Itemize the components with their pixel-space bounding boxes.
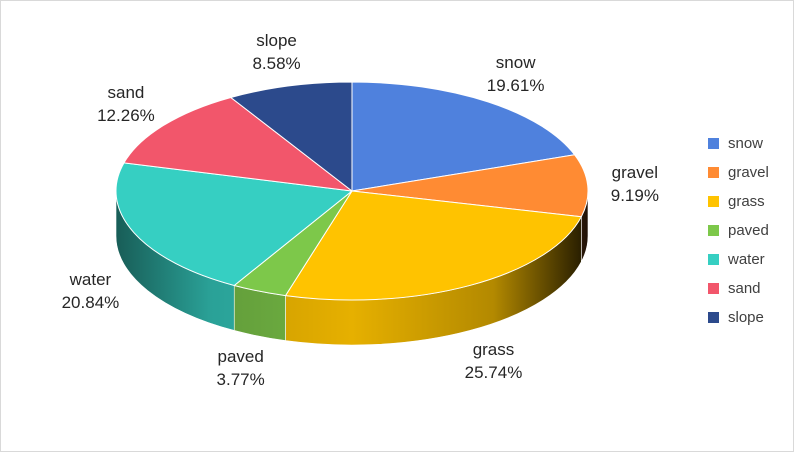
legend-label: grass	[728, 193, 765, 210]
legend-item-water: water	[708, 245, 769, 274]
legend-item-slope: slope	[708, 303, 769, 332]
data-label-category: water	[69, 270, 112, 290]
data-label-value: 19.61%	[486, 75, 545, 95]
legend-item-sand: sand	[708, 274, 769, 303]
data-label-value: 20.84%	[61, 293, 120, 313]
data-label-slope: slope 8.58%	[252, 29, 300, 75]
data-label-category: snow	[495, 52, 536, 72]
pie-slice-sand	[123, 96, 353, 192]
data-label-category: slope	[256, 31, 297, 51]
legend-swatch	[708, 254, 719, 265]
legend-item-snow: snow	[708, 129, 769, 158]
pie-slice-water	[115, 162, 353, 286]
legend-label: water	[728, 251, 765, 268]
data-label-sand: sand 12.26%	[97, 81, 155, 127]
legend-swatch	[708, 283, 719, 294]
data-label-category: sand	[107, 83, 145, 103]
data-label-value: 8.58%	[252, 54, 301, 74]
legend-label: gravel	[728, 164, 769, 181]
data-label-category: paved	[217, 347, 264, 367]
data-label-grass: grass 25.74%	[465, 338, 523, 384]
data-label-value: 12.26%	[97, 106, 155, 126]
legend-swatch	[708, 196, 719, 207]
legend-swatch	[708, 138, 719, 149]
pie-slice-grass	[285, 190, 582, 301]
data-label-paved: paved 3.77%	[217, 345, 265, 391]
data-label-value: 25.74%	[464, 362, 523, 382]
data-label-gravel: gravel 9.19%	[611, 161, 659, 207]
legend-label: snow	[728, 135, 764, 152]
legend-swatch	[708, 225, 719, 236]
data-label-snow: snow 19.61%	[487, 51, 545, 97]
legend-swatch	[708, 312, 719, 323]
pie-tops	[115, 81, 589, 301]
legend-item-gravel: gravel	[708, 158, 769, 187]
data-label-category: gravel	[611, 162, 658, 182]
pie-slice-gravel	[351, 154, 589, 218]
data-label-water: water 20.84%	[62, 268, 120, 314]
legend-label: slope	[728, 309, 764, 326]
legend-item-grass: grass	[708, 187, 769, 216]
legend: snow gravel grass paved water sand slope	[708, 129, 769, 332]
legend-item-paved: paved	[708, 216, 769, 245]
legend-label: paved	[728, 222, 769, 239]
data-label-category: grass	[472, 339, 515, 359]
legend-label: sand	[728, 280, 761, 297]
legend-swatch	[708, 167, 719, 178]
data-label-value: 9.19%	[610, 185, 659, 205]
data-label-value: 3.77%	[216, 370, 265, 390]
pie-sides	[115, 190, 589, 346]
pie-slice-slope	[230, 81, 353, 192]
